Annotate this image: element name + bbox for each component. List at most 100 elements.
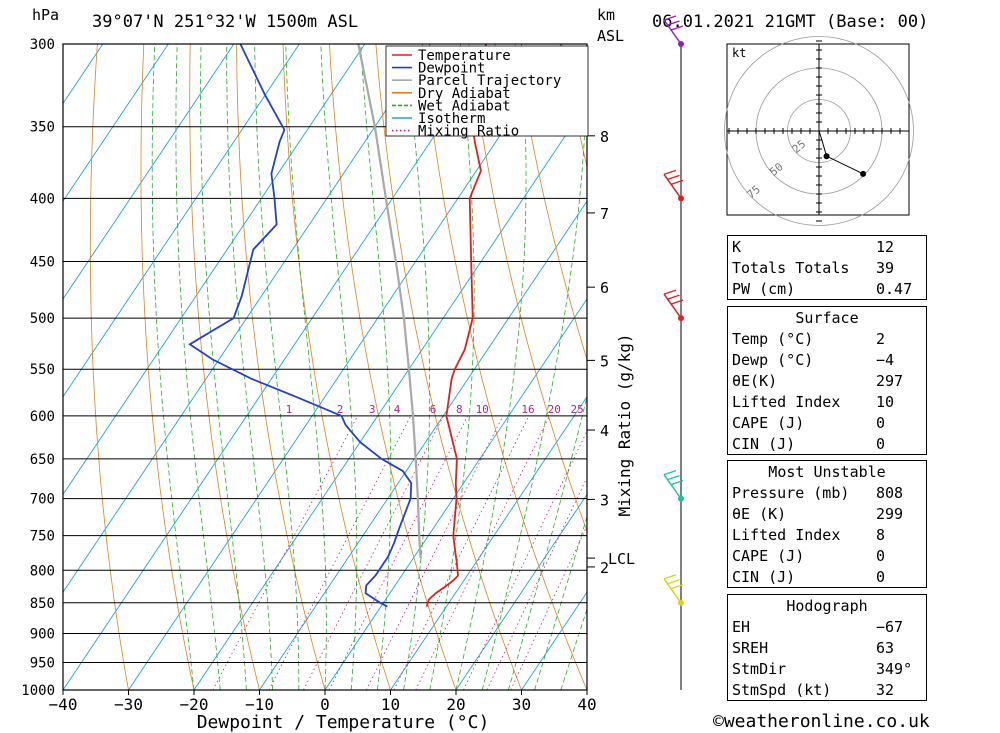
legend-label: Dry Adiabat <box>418 86 511 102</box>
most-unstable-table: Most Unstable Pressure (mb) 808 θE (K) 299 Li… <box>727 460 927 588</box>
wind-barb-staff <box>663 474 682 500</box>
table-row: StmSpd (kt) 32 <box>728 679 927 701</box>
index-label: θE(K) <box>732 371 778 390</box>
wind-barb-flag <box>663 574 677 580</box>
pressure-tick-label: 900 <box>30 626 55 642</box>
x-tick-label: 0 <box>320 695 330 714</box>
pressure-tick-label: 1000 <box>21 683 55 699</box>
wet-adiabat-line <box>360 44 392 690</box>
km-unit-label: km <box>597 6 616 24</box>
wind-level-dot <box>678 41 684 47</box>
wind-barb-flag <box>670 584 684 590</box>
profile-lines <box>188 44 487 608</box>
index-value: 10 <box>876 392 895 411</box>
x-tick-label: −20 <box>180 695 209 714</box>
pressure-tick-label: 950 <box>30 655 55 671</box>
wind-level-dot <box>678 195 684 202</box>
wind-barb-staff <box>663 19 682 45</box>
x-tick-label: −10 <box>245 695 274 714</box>
table-row: SREH 63 <box>728 637 927 658</box>
legend-box <box>385 45 589 137</box>
mixing-ratio-line <box>393 415 530 690</box>
index-label: CAPE (J) <box>732 546 805 565</box>
asl-unit-label: ASL <box>597 27 625 45</box>
isotherm-line <box>455 493 587 690</box>
index-label: StmDir <box>732 659 787 678</box>
wet-adiabat-line <box>285 44 327 690</box>
index-value: 0 <box>876 567 886 586</box>
pressure-tick-label: 750 <box>30 529 55 545</box>
index-value: 32 <box>876 680 895 699</box>
table-row: θE (K) 299 <box>728 503 927 524</box>
table-row: CIN (J) 0 <box>728 566 927 588</box>
index-value: 12 <box>876 237 895 256</box>
index-value: 0 <box>876 546 886 565</box>
wind-barb-flag <box>667 579 680 585</box>
table-row: θE(K) 297 <box>728 370 927 391</box>
mixing-ratio-line <box>328 415 468 690</box>
table-row: K 12 <box>728 236 927 258</box>
index-value: 2 <box>876 329 886 348</box>
index-value: 349° <box>876 659 913 678</box>
x-tick-label: −40 <box>49 695 78 714</box>
parcel-trajectory-profile <box>357 44 422 559</box>
pressure-tick-label: 350 <box>30 120 55 136</box>
table-row: Totals Totals 39 <box>728 257 927 278</box>
location-title: 39°07'N 251°32'W 1500m ASL <box>92 12 359 32</box>
wet-adiabat-line <box>320 44 358 690</box>
hodograph-box <box>726 43 910 216</box>
table-row: StmDir 349° <box>728 658 927 679</box>
legend-label: Parcel Trajectory <box>418 73 561 89</box>
x-tick-label: −30 <box>114 695 143 714</box>
hodograph-end-dot <box>860 170 867 177</box>
wet-adiabat-line <box>254 44 300 690</box>
index-value: 39 <box>876 258 895 277</box>
table-section-title: Hodograph <box>786 596 868 615</box>
index-label: Temp (°C) <box>732 329 814 348</box>
lcl-label: LCL <box>608 550 635 568</box>
index-label: Pressure (mb) <box>732 483 850 502</box>
table-row: Lifted Index 10 <box>728 391 927 412</box>
mixing-ratio-line <box>366 415 504 690</box>
mixing-ratio-label: 4 <box>394 403 401 416</box>
mixing-ratio-label: 1 <box>286 403 293 416</box>
wind-barb-flag <box>663 169 677 175</box>
x-tick-label: 20 <box>446 695 465 714</box>
isotherm-line <box>63 44 497 690</box>
mixing-ratio-axis-title: Mixing Ratio (g/kg) <box>615 333 634 516</box>
index-value: −67 <box>876 617 904 636</box>
km-tick-label: 4 <box>600 422 609 440</box>
wind-level-dot <box>678 315 684 322</box>
wind-level-dot <box>678 599 684 606</box>
index-label: Lifted Index <box>732 392 841 411</box>
wind-barb-flag <box>670 480 684 486</box>
km-tick-label: 6 <box>600 279 609 297</box>
legend-label: Mixing Ratio <box>418 124 519 140</box>
pressure-tick-label: 850 <box>30 596 55 612</box>
index-label: PW (cm) <box>732 279 796 298</box>
x-axis-title: Dewpoint / Temperature (°C) <box>197 712 490 733</box>
table-row: CAPE (J) 0 <box>728 412 927 433</box>
wind-barb-flag <box>663 289 677 295</box>
index-label: Dewp (°C) <box>732 350 814 369</box>
wind-level-dot <box>678 495 684 502</box>
isotherm-line <box>128 44 562 690</box>
isotherm-line <box>63 44 169 203</box>
mixing-ratio-label: 2 <box>337 403 344 416</box>
index-value: 297 <box>876 371 904 390</box>
km-tick-label: 8 <box>600 128 609 146</box>
temperature-profile <box>425 44 487 607</box>
basic-indices-table: K 12 Totals Totals 39 PW (cm) 0.47 <box>727 235 927 300</box>
wind-barb-flag <box>667 20 680 26</box>
wind-column <box>663 15 684 690</box>
isotherm-line <box>63 44 235 300</box>
wind-barb-staff <box>663 173 682 199</box>
storm-motion-dot <box>823 153 830 160</box>
index-value: −4 <box>876 350 895 369</box>
hodograph-ring-label: 50 <box>767 160 786 178</box>
km-tick-label: 5 <box>600 352 609 370</box>
table-row: CAPE (J) 0 <box>728 545 927 566</box>
hodograph-trace <box>818 130 864 175</box>
pressure-tick-label: 550 <box>30 362 55 378</box>
